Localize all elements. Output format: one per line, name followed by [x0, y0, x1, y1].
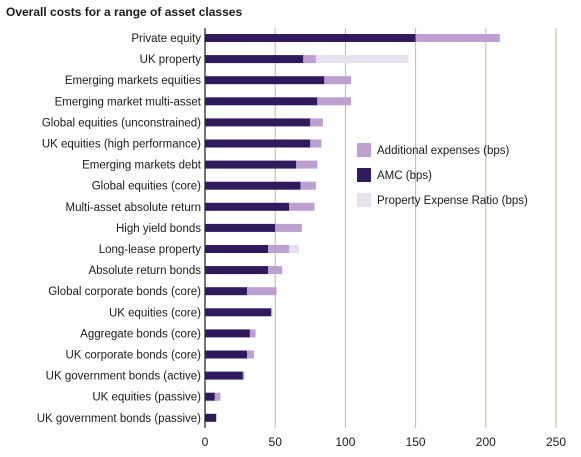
- category-label: UK equities (passive): [92, 392, 201, 404]
- bars: [205, 34, 500, 422]
- bar-amc-bps: [205, 160, 297, 169]
- x-tick-label: 250: [546, 435, 566, 449]
- category-label: Global equities (core): [92, 181, 201, 193]
- category-label: Absolute return bonds: [88, 265, 201, 277]
- bar-amc-bps: [205, 392, 215, 401]
- bar-property-expense-ratio-bps: [315, 55, 409, 64]
- bar-additional-expenses-bps: [242, 371, 245, 380]
- legend-label: Property Expense Ratio (bps): [377, 195, 528, 207]
- bar-additional-expenses-bps: [247, 287, 277, 296]
- category-label: Multi-asset absolute return: [65, 202, 201, 214]
- legend-swatch: [357, 168, 371, 182]
- x-tick-label: 100: [335, 435, 355, 449]
- bar-amc-bps: [205, 350, 248, 359]
- category-label: High yield bonds: [116, 223, 201, 235]
- category-label: UK property: [140, 54, 202, 66]
- bar-additional-expenses-bps: [247, 350, 255, 359]
- category-label: Private equity: [131, 33, 201, 45]
- bar-additional-expenses-bps: [249, 329, 256, 338]
- bar-amc-bps: [205, 76, 325, 85]
- bar-amc-bps: [205, 413, 217, 422]
- bar-additional-expenses-bps: [300, 181, 316, 190]
- bar-additional-expenses-bps: [270, 308, 273, 317]
- bar-additional-expenses-bps: [310, 118, 323, 127]
- bar-amc-bps: [205, 329, 250, 338]
- bar-additional-expenses-bps: [275, 223, 302, 232]
- bar-additional-expenses-bps: [303, 55, 316, 64]
- bar-amc-bps: [205, 118, 311, 127]
- legend-swatch: [357, 143, 371, 157]
- legend-swatch: [357, 193, 371, 207]
- category-labels: Private equity UK property Emerging market…: [37, 33, 202, 425]
- x-tick-label: 150: [406, 435, 426, 449]
- bar-additional-expenses-bps: [214, 392, 221, 401]
- bar-additional-expenses-bps: [310, 139, 322, 148]
- category-label: UK equities (high performance): [42, 139, 201, 151]
- bar-amc-bps: [205, 266, 269, 275]
- bar-amc-bps: [205, 97, 318, 106]
- category-label: UK equities (core): [109, 307, 201, 319]
- bar-amc-bps: [205, 139, 311, 148]
- bar-amc-bps: [205, 55, 304, 64]
- category-label: Emerging market multi-asset: [55, 96, 202, 108]
- x-tick-label: 0: [202, 435, 209, 449]
- bar-amc-bps: [205, 371, 243, 380]
- bar-amc-bps: [205, 223, 276, 232]
- bar-amc-bps: [205, 202, 290, 211]
- legend: Additional expenses (bps) AMC (bps) Proper…: [357, 143, 528, 207]
- bar-additional-expenses-bps: [415, 34, 500, 42]
- chart-title: Overall costs for a range of asset class…: [6, 5, 242, 19]
- category-label: Emerging markets equities: [65, 75, 201, 87]
- bar-amc-bps: [205, 181, 301, 190]
- category-label: Long-lease property: [99, 244, 202, 256]
- bar-amc-bps: [205, 34, 416, 42]
- bar-additional-expenses-bps: [317, 97, 352, 106]
- x-tick-label: 50: [269, 435, 283, 449]
- bar-additional-expenses-bps: [289, 202, 315, 211]
- bar-additional-expenses-bps: [324, 76, 352, 85]
- bar-property-expense-ratio-bps: [289, 245, 300, 253]
- category-label: Global equities (unconstrained): [42, 117, 201, 129]
- category-label: UK government bonds (active): [46, 371, 201, 383]
- bar-additional-expenses-bps: [268, 245, 290, 253]
- bar-amc-bps: [205, 308, 271, 317]
- x-tick-label: 200: [476, 435, 496, 449]
- category-label: UK government bonds (passive): [37, 413, 201, 425]
- bar-additional-expenses-bps: [268, 266, 283, 275]
- bar-amc-bps: [205, 287, 248, 296]
- x-tick-labels: 0 50 100 150 200 250: [202, 435, 567, 449]
- category-label: Aggregate bonds (core): [80, 328, 201, 340]
- bar-amc-bps: [205, 245, 269, 253]
- category-label: UK corporate bonds (core): [65, 350, 201, 362]
- gridlines: [204, 28, 557, 428]
- legend-label: AMC (bps): [377, 170, 432, 182]
- category-label: Global corporate bonds (core): [48, 286, 201, 298]
- bar-additional-expenses-bps: [296, 160, 318, 169]
- legend-label: Additional expenses (bps): [377, 145, 509, 157]
- category-label: Emerging markets debt: [82, 160, 202, 172]
